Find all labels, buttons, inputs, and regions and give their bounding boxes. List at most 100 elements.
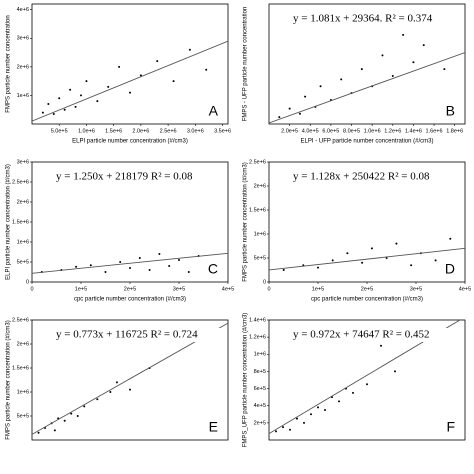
point	[391, 75, 394, 77]
panel: 0 5e+5 1e+6 1.5e+6 2e+6 2.5e+6 3e+6 0 1e+5 2e+5 3e…	[6, 159, 235, 302]
x-tick-label: 1e+5	[75, 286, 87, 292]
x-tick-label: 3.0e+6	[187, 128, 204, 134]
y-tick-label: 2e+6	[17, 199, 29, 205]
point	[278, 116, 281, 119]
point	[75, 265, 78, 268]
point	[89, 264, 92, 267]
x-tick-label: 0	[30, 286, 33, 292]
point	[434, 259, 437, 262]
point	[449, 237, 452, 240]
y-tick-label: 2e+6	[254, 183, 266, 189]
y-tick-label: 8e+5	[254, 369, 266, 375]
plot-frame	[31, 319, 229, 441]
point	[76, 415, 79, 417]
point	[361, 261, 364, 264]
point	[188, 48, 191, 51]
point	[381, 54, 384, 57]
point	[288, 107, 291, 110]
y-tick-label: 1e+6	[17, 389, 29, 395]
x-axis-label: ELPI particle number concentration (#/cm…	[72, 139, 188, 145]
x-tick-label: 3e+5	[173, 286, 185, 292]
x-tick-label: 8.0e+5	[343, 128, 360, 134]
panel-letter: B	[446, 103, 455, 119]
point	[118, 65, 121, 68]
point	[317, 406, 319, 409]
equation: y = 1.250x + 218179 R² = 0.08	[56, 171, 193, 183]
y-axis-label: FMPS particle number concentration (#/cm…	[243, 162, 249, 281]
x-axis-label: cpc particle number concentration (#/cm3…	[311, 297, 423, 303]
y-tick-label: 2.5e+6	[249, 159, 266, 165]
point	[139, 74, 142, 77]
equation-bg	[291, 12, 461, 26]
panel: 1e+6 2e+6 3e+6 4e+6 5.0e+5 1.0e+6 1.5e+6 2.0e+6…	[6, 3, 231, 145]
equation-bg	[291, 170, 461, 184]
point	[41, 111, 44, 114]
point	[422, 44, 425, 47]
point	[402, 33, 405, 36]
point	[331, 259, 334, 262]
point	[107, 85, 110, 88]
x-tick-label: 1.2e+6	[384, 128, 401, 134]
y-tick-label: 3e+6	[17, 159, 29, 165]
point	[187, 271, 190, 273]
point	[80, 94, 82, 97]
y-tick-label: 4e+6	[17, 7, 29, 13]
point	[70, 412, 73, 415]
y-tick-label: 1.5e+6	[12, 219, 29, 225]
x-tick-label: 1.4e+6	[405, 128, 422, 134]
equation: y = 1.081x + 29364. R² = 0.374	[293, 13, 433, 25]
equation-bg	[54, 328, 224, 342]
y-tick-label: 1.2e+6	[249, 335, 266, 341]
x-tick-label: 6.0e+5	[322, 128, 339, 134]
point	[410, 264, 413, 267]
x-tick-label: 2.0e+5	[281, 128, 298, 134]
point	[346, 252, 349, 255]
equation: y = 0.972x + 74647 R² = 0.452	[293, 329, 430, 341]
point	[85, 80, 88, 83]
point	[109, 391, 112, 393]
point	[37, 431, 40, 434]
point	[129, 388, 131, 391]
y-tick-label: 1.5e+6	[12, 365, 29, 371]
y-tick-label: 0	[263, 279, 266, 285]
x-tick-label: 1.5e+6	[105, 128, 122, 134]
point	[104, 271, 107, 273]
point	[129, 91, 131, 94]
point	[338, 400, 340, 403]
y-tick-label: 2.5e+6	[12, 179, 29, 185]
trend-line	[32, 40, 228, 122]
x-tick-label: 2.5e+6	[160, 128, 177, 134]
plot-frame	[268, 319, 466, 441]
point	[96, 100, 99, 103]
y-axis-label: FMPS - UFP particle number concentration	[243, 7, 249, 122]
point	[370, 247, 373, 250]
y-axis-label: FMPS particle number concentration (#/cm…	[6, 320, 12, 439]
panel-letter: A	[209, 103, 219, 119]
point	[83, 405, 86, 408]
trend-line	[269, 247, 465, 271]
y-axis-label: ELPI particle number concentration (#/cm…	[6, 164, 12, 280]
y-tick-label: 1e+6	[17, 93, 29, 99]
point	[394, 370, 396, 373]
panel-letter: D	[445, 261, 455, 277]
point	[168, 265, 171, 267]
panel-letter: E	[209, 419, 218, 435]
panel: 0 5e+5 1e+6 1.5e+6 2e+6 2.5e+6 0 1e+5 2e+5 3e+5 4e…	[243, 159, 472, 302]
point	[158, 253, 161, 255]
y-axis-label: FMPS particle number concentration	[6, 15, 12, 112]
point	[96, 398, 99, 401]
x-axis-label: ELPI - UFP particle number concentration…	[301, 139, 434, 145]
x-tick-label: 0	[267, 286, 270, 292]
point	[205, 68, 208, 71]
trend-line	[269, 52, 465, 124]
point	[129, 267, 131, 269]
point	[324, 409, 326, 411]
x-tick-label: 1.0e+6	[364, 128, 381, 134]
panel: 2e+5 4e+5 6e+5 8e+5 1e+6 1.2e+6 1.4e+6FMPS_UFP…	[243, 313, 466, 447]
point	[412, 61, 415, 64]
point	[156, 60, 159, 63]
y-tick-label: 1.4e+6	[249, 317, 266, 323]
panel: 2.0e+5 4.0e+5 6.0e+5 8.0e+5 1.0e+6 1.2e+6 1.4e…	[243, 3, 466, 145]
point	[352, 391, 354, 394]
point	[289, 428, 291, 431]
